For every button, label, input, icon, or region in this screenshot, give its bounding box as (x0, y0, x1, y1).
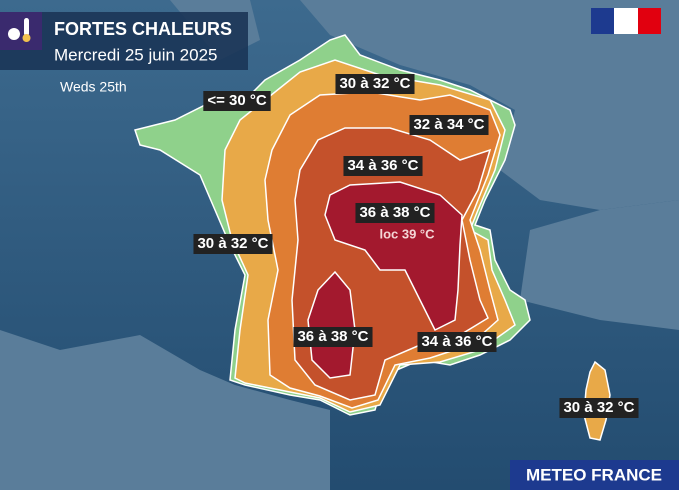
thermometer-icon (24, 18, 29, 36)
zone-label: 30 à 32 °C (197, 235, 268, 252)
label-box (335, 74, 415, 94)
label-box (417, 332, 497, 352)
zone-label: 34 à 36 °C (347, 157, 418, 174)
label-box (409, 115, 489, 135)
logo-blue (591, 8, 614, 34)
label-box (203, 91, 271, 111)
label-box (193, 234, 273, 254)
label-box (559, 398, 639, 418)
label-box (293, 327, 373, 347)
land (520, 200, 679, 330)
title: FORTES CHALEURS (54, 19, 232, 39)
land (0, 330, 330, 490)
labels: <= 30 °C 30 à 32 °C 32 à 34 °C 34 à 36 °C 36… (193, 74, 639, 418)
heat-icon (0, 12, 42, 50)
zone-label: 30 à 32 °C (563, 399, 634, 416)
zone-label: 34 à 36 °C (421, 333, 492, 350)
subtitle: Mercredi 25 juin 2025 (54, 45, 217, 64)
logo-red (638, 8, 661, 34)
land (0, 0, 679, 210)
note: Weds 25th (60, 79, 127, 95)
zone-label: 36 à 38 °C (359, 204, 430, 221)
zone-label: 32 à 34 °C (413, 116, 484, 133)
zone-label: 30 à 32 °C (339, 75, 410, 92)
sun-icon (8, 28, 20, 40)
label-box (355, 203, 435, 223)
label-box (343, 156, 423, 176)
zone-label: loc 39 °C (379, 226, 435, 241)
zone-label: 36 à 38 °C (297, 328, 368, 345)
thermometer-bulb (22, 34, 31, 42)
brand: METEO FRANCE (526, 465, 662, 484)
footer-panel (510, 460, 679, 490)
zone-label: <= 30 °C (207, 92, 267, 109)
